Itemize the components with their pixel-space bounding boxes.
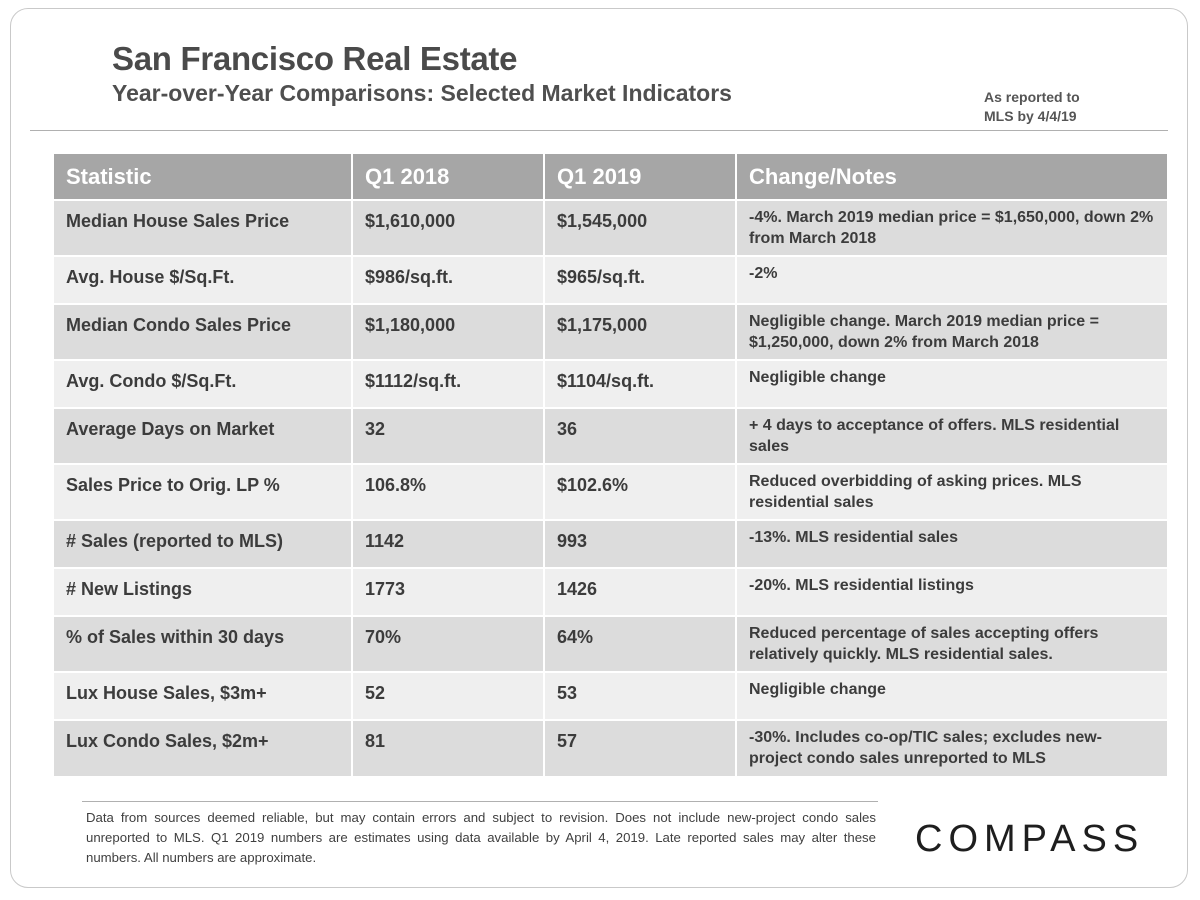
cell-q1-2019: 53 <box>544 671 737 720</box>
cell-change-notes: Negligible change <box>736 671 1167 720</box>
cell-statistic: Median Condo Sales Price <box>54 303 353 360</box>
cell-q1-2019: $1104/sq.ft. <box>544 359 737 408</box>
cell-statistic: % of Sales within 30 days <box>54 615 353 672</box>
table-body: Median House Sales Price $1,610,000 $1,545… <box>54 199 1167 776</box>
cell-statistic: Lux Condo Sales, $2m+ <box>54 719 353 776</box>
cell-change-notes: -13%. MLS residential sales <box>736 519 1167 568</box>
cell-statistic: Avg. House $/Sq.Ft. <box>54 255 353 304</box>
cell-change-notes: + 4 days to acceptance of offers. MLS re… <box>736 407 1167 464</box>
column-header-q1-2018: Q1 2018 <box>352 154 545 200</box>
header-divider <box>30 130 1168 131</box>
cell-q1-2018: 1142 <box>352 519 545 568</box>
cell-q1-2018: $986/sq.ft. <box>352 255 545 304</box>
cell-statistic: Average Days on Market <box>54 407 353 464</box>
cell-q1-2018: 32 <box>352 407 545 464</box>
table-row: Avg. Condo $/Sq.Ft. $1112/sq.ft. $1104/sq.… <box>54 359 1167 408</box>
table-row: # New Listings 1773 1426 -20%. MLS resident… <box>54 567 1167 616</box>
cell-q1-2019: $1,175,000 <box>544 303 737 360</box>
cell-q1-2019: 993 <box>544 519 737 568</box>
cell-statistic: Median House Sales Price <box>54 199 353 256</box>
cell-q1-2019: 36 <box>544 407 737 464</box>
table-row: Lux Condo Sales, $2m+ 81 57 -30%. Includes … <box>54 719 1167 776</box>
note-line-2: MLS by 4/4/19 <box>984 108 1077 124</box>
cell-q1-2019: 57 <box>544 719 737 776</box>
cell-change-notes: -30%. Includes co-op/TIC sales; excludes… <box>736 719 1167 776</box>
cell-change-notes: Reduced percentage of sales accepting of… <box>736 615 1167 672</box>
cell-statistic: # Sales (reported to MLS) <box>54 519 353 568</box>
cell-q1-2018: 1773 <box>352 567 545 616</box>
report-date-note: As reported to MLS by 4/4/19 <box>984 88 1144 126</box>
cell-q1-2018: $1,180,000 <box>352 303 545 360</box>
cell-q1-2018: 70% <box>352 615 545 672</box>
cell-change-notes: -4%. March 2019 median price = $1,650,00… <box>736 199 1167 256</box>
disclaimer-text: Data from sources deemed reliable, but m… <box>86 810 876 865</box>
cell-statistic: Sales Price to Orig. LP % <box>54 463 353 520</box>
cell-q1-2018: $1,610,000 <box>352 199 545 256</box>
cell-change-notes: -20%. MLS residential listings <box>736 567 1167 616</box>
table-row: % of Sales within 30 days 70% 64% Reduced p… <box>54 615 1167 672</box>
cell-q1-2019: $1,545,000 <box>544 199 737 256</box>
cell-q1-2019: 64% <box>544 615 737 672</box>
column-header-q1-2019: Q1 2019 <box>544 154 737 200</box>
cell-statistic: Lux House Sales, $3m+ <box>54 671 353 720</box>
cell-change-notes: Reduced overbidding of asking prices. ML… <box>736 463 1167 520</box>
cell-q1-2019: $102.6% <box>544 463 737 520</box>
cell-change-notes: Negligible change <box>736 359 1167 408</box>
cell-q1-2019: $965/sq.ft. <box>544 255 737 304</box>
cell-change-notes: -2% <box>736 255 1167 304</box>
page-title: San Francisco Real Estate <box>112 40 518 77</box>
cell-q1-2019: 1426 <box>544 567 737 616</box>
market-indicators-table: Statistic Q1 2018 Q1 2019 Change/Notes M… <box>54 154 1167 776</box>
table-row: Average Days on Market 32 36 + 4 days to ac… <box>54 407 1167 464</box>
cell-q1-2018: 106.8% <box>352 463 545 520</box>
cell-q1-2018: $1112/sq.ft. <box>352 359 545 408</box>
table-row: Sales Price to Orig. LP % 106.8% $102.6% Re… <box>54 463 1167 520</box>
table-row: Median House Sales Price $1,610,000 $1,545… <box>54 199 1167 256</box>
cell-statistic: # New Listings <box>54 567 353 616</box>
note-line-1: As reported to <box>984 89 1080 105</box>
table-row: # Sales (reported to MLS) 1142 993 -13%. ML… <box>54 519 1167 568</box>
column-header-statistic: Statistic <box>54 154 353 200</box>
cell-statistic: Avg. Condo $/Sq.Ft. <box>54 359 353 408</box>
cell-change-notes: Negligible change. March 2019 median pri… <box>736 303 1167 360</box>
table-row: Avg. House $/Sq.Ft. $986/sq.ft. $965/sq.ft… <box>54 255 1167 304</box>
table-header-row: Statistic Q1 2018 Q1 2019 Change/Notes <box>54 154 1167 200</box>
table-row: Median Condo Sales Price $1,180,000 $1,175… <box>54 303 1167 360</box>
table-row: Lux House Sales, $3m+ 52 53 Negligible chan… <box>54 671 1167 720</box>
column-header-change-notes: Change/Notes <box>736 154 1167 200</box>
cell-q1-2018: 52 <box>352 671 545 720</box>
cell-q1-2018: 81 <box>352 719 545 776</box>
compass-logo: COMPASS <box>915 818 1145 860</box>
page-subtitle: Year-over-Year Comparisons: Selected Mar… <box>112 80 732 106</box>
footer-divider <box>82 801 878 802</box>
